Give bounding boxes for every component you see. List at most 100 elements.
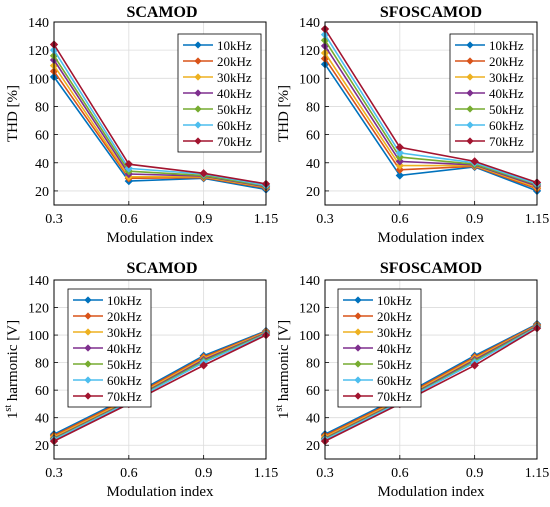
legend-swatch-marker <box>194 137 202 145</box>
y-tick-label: 40 <box>35 157 49 172</box>
x-axis-label: Modulation index <box>377 230 485 246</box>
y-tick-label: 140 <box>299 16 320 31</box>
x-tick-label: 1.15 <box>254 212 279 227</box>
series-line-20kHz <box>53 330 267 437</box>
legend-entry-label: 20kHz <box>217 54 252 69</box>
y-tick-label: 100 <box>28 329 49 344</box>
legend-swatch-marker <box>194 89 202 97</box>
axes-box <box>53 279 267 460</box>
y-tick-label: 40 <box>306 412 320 427</box>
y-label-main: 1 <box>5 412 21 420</box>
panel-4: 20 40 60 80 100 120 140 0.3 0.6 0.9 1.15 SFOSCAMOD M… <box>274 260 549 500</box>
legend-swatch-marker <box>466 137 474 145</box>
legend-entry-label: 30kHz <box>377 325 412 340</box>
legend-entry-label: 20kHz <box>107 309 142 324</box>
series-line-70kHz <box>324 327 538 442</box>
x-tick-label: 1.15 <box>525 466 550 481</box>
data-point-60kHz <box>124 164 133 173</box>
y-tick-label: 20 <box>35 185 49 200</box>
legend-entry-label: 60kHz <box>489 118 524 133</box>
series-line-20kHz <box>324 324 538 437</box>
legend-swatch-marker <box>84 376 92 384</box>
legend-swatch-marker <box>354 328 362 336</box>
legend-entry-label: 10kHz <box>217 38 252 53</box>
x-tick-label: 0.9 <box>195 212 213 227</box>
series-line-20kHz <box>324 58 538 190</box>
legend-entry-label: 60kHz <box>217 118 252 133</box>
y-label-rest: harmonic [V] <box>276 320 292 405</box>
axes-box <box>53 21 267 206</box>
legend-swatch-marker <box>84 296 92 304</box>
y-tick-label: 40 <box>35 412 49 427</box>
legend-entry-label: 30kHz <box>489 70 524 85</box>
series-line-70kHz <box>53 334 267 442</box>
legend-swatch-marker <box>194 121 202 129</box>
data-point-10kHz <box>395 171 404 180</box>
legend-entry-label: 10kHz <box>377 293 412 308</box>
legend-swatch-marker <box>84 344 92 352</box>
legend-entry-label: 20kHz <box>377 309 412 324</box>
legend-swatch-marker <box>466 89 474 97</box>
data-point-50kHz <box>395 152 404 162</box>
data-point-30kHz <box>395 161 404 170</box>
x-tick-label: 0.9 <box>466 466 484 481</box>
y-tick-label: 100 <box>299 72 320 87</box>
y-tick-label: 60 <box>306 384 320 399</box>
legend-entry-label: 10kHz <box>107 293 142 308</box>
legend-entry-label: 50kHz <box>489 102 524 117</box>
legend-swatch-marker <box>84 360 92 368</box>
data-point-40kHz <box>395 157 404 166</box>
axes-box <box>324 21 538 206</box>
legend-swatch-marker <box>466 105 474 113</box>
legend-entry-label: 40kHz <box>107 341 142 356</box>
series-line-60kHz <box>324 326 538 441</box>
legend-entry-label: 40kHz <box>217 86 252 101</box>
y-label-superscript: st <box>3 405 14 412</box>
legend-swatch-marker <box>354 392 362 400</box>
legend-swatch-marker <box>466 57 474 65</box>
legend-swatch-marker <box>354 360 362 368</box>
x-tick-label: 0.3 <box>316 212 334 227</box>
y-axis-label: THD [%] <box>5 85 21 142</box>
y-tick-label: 100 <box>28 72 49 87</box>
legend-swatch-marker <box>466 73 474 81</box>
panel-1: 20 40 60 80 100 120 140 0.3 0.6 0.9 1.15 SCAMOD Modu… <box>5 4 278 246</box>
legend-swatch-marker <box>194 105 202 113</box>
series-line-60kHz <box>53 333 267 441</box>
x-tick-label: 0.9 <box>195 466 213 481</box>
x-axis-label: Modulation index <box>377 484 485 500</box>
legend-entry-label: 50kHz <box>377 357 412 372</box>
y-label-main: 1 <box>276 412 292 420</box>
legend-entry-label: 40kHz <box>489 86 524 101</box>
data-point-20kHz <box>395 165 404 174</box>
y-tick-label: 60 <box>35 384 49 399</box>
y-tick-label: 40 <box>306 157 320 172</box>
legend-entry-label: 60kHz <box>377 373 412 388</box>
legend-swatch-marker <box>194 41 202 49</box>
series-line-30kHz <box>53 331 267 438</box>
chart-title: SCAMOD <box>126 4 197 21</box>
x-tick-label: 1.15 <box>525 212 550 227</box>
y-tick-label: 80 <box>306 357 320 372</box>
legend-entry-label: 30kHz <box>107 325 142 340</box>
legend-entry-label: 70kHz <box>107 389 142 404</box>
series-line-10kHz <box>324 323 538 435</box>
x-axis-label: Modulation index <box>106 230 214 246</box>
legend-entry-label: 40kHz <box>377 341 412 356</box>
legend-entry-label: 10kHz <box>489 38 524 53</box>
legend-entry-label: 70kHz <box>489 134 524 149</box>
series-line-10kHz <box>53 330 267 435</box>
y-tick-label: 120 <box>299 44 320 59</box>
x-axis-label: Modulation index <box>106 484 214 500</box>
series-line-50kHz <box>53 55 267 187</box>
x-tick-label: 0.3 <box>45 466 63 481</box>
legend-entry-label: 70kHz <box>217 134 252 149</box>
data-point-70kHz <box>124 160 133 169</box>
x-tick-label: 0.6 <box>120 212 138 227</box>
legend-swatch-marker <box>354 312 362 320</box>
y-tick-label: 120 <box>28 44 49 59</box>
chart-title: SFOSCAMOD <box>380 260 482 277</box>
